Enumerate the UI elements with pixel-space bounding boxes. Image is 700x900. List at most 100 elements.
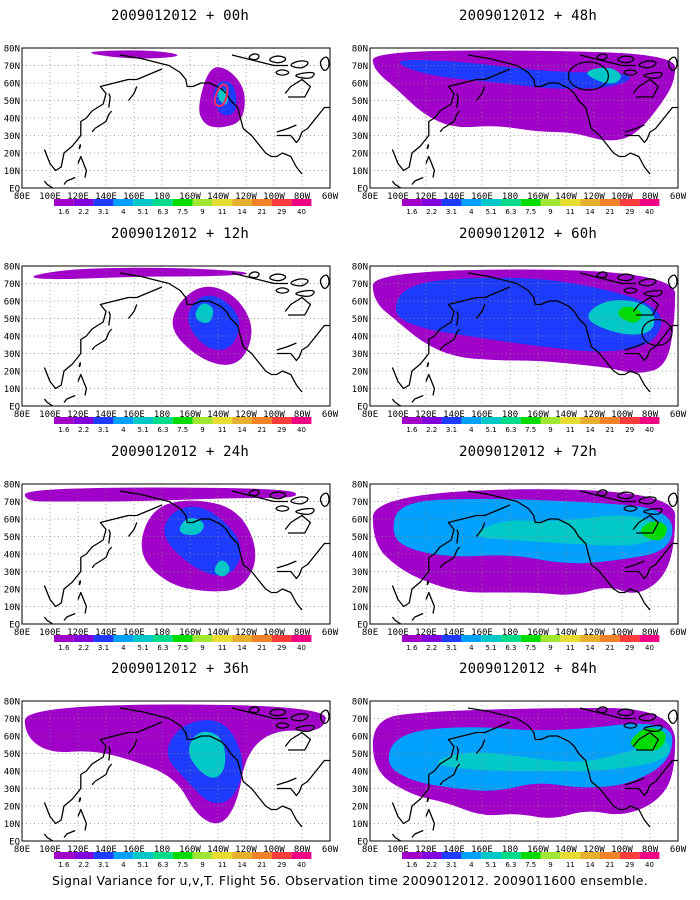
colorbar-label: 2.2 bbox=[78, 208, 89, 216]
lon-tick-label: 80E bbox=[14, 628, 30, 638]
colorbar-label: 14 bbox=[238, 861, 247, 869]
colorbar-swatch bbox=[580, 635, 600, 642]
lon-tick-label: 160E bbox=[123, 410, 145, 420]
colorbar-swatch bbox=[639, 417, 660, 424]
colorbar-swatch bbox=[441, 199, 462, 206]
variance-map: EQ 10N 20N 30N 40N 50N 60N 70N 80N 80E 100E 120E 140… bbox=[4, 698, 339, 870]
colorbar-swatch bbox=[540, 852, 561, 859]
colorbar-label: 29 bbox=[277, 426, 286, 434]
colorbar-swatch bbox=[560, 635, 581, 642]
lon-tick-label: 60W bbox=[322, 845, 339, 855]
colorbar: 1.6 2.2 3.1 4 5.1 6.3 7.5 9 11 14 21 29 40 bbox=[54, 635, 312, 652]
lat-tick-label: 10N bbox=[352, 603, 368, 613]
lon-tick-label: 80E bbox=[362, 628, 378, 638]
colorbar-label: 9 bbox=[200, 861, 204, 869]
figure-caption: Signal Variance for u,v,T. Flight 56. Ob… bbox=[51, 873, 649, 888]
colorbar-swatch bbox=[73, 635, 94, 642]
colorbar-label: 11 bbox=[218, 208, 227, 216]
colorbar-swatch bbox=[619, 417, 640, 424]
map-frame bbox=[21, 483, 331, 625]
colorbar-label: 1.6 bbox=[58, 426, 70, 434]
colorbar-swatch bbox=[600, 852, 620, 859]
variance-contour bbox=[400, 59, 630, 89]
colorbar-label: 21 bbox=[605, 426, 614, 434]
colorbar-label: 3.1 bbox=[98, 861, 109, 869]
colorbar-swatch bbox=[291, 635, 312, 642]
colorbar-swatch bbox=[73, 199, 94, 206]
colorbar-swatch bbox=[421, 635, 442, 642]
colorbar-swatch bbox=[54, 417, 74, 424]
lon-tick-label: 140W bbox=[207, 410, 229, 420]
lat-tick-label: 10N bbox=[4, 385, 20, 395]
lon-tick-label: 140W bbox=[207, 628, 229, 638]
colorbar-swatch bbox=[520, 417, 541, 424]
lon-tick-label: 80W bbox=[294, 628, 311, 638]
lon-tick-label: 160W bbox=[527, 845, 549, 855]
lat-tick-label: 30N bbox=[4, 350, 20, 360]
lat-tick-label: 70N bbox=[4, 715, 20, 725]
map-grid bbox=[22, 266, 330, 406]
colorbar-swatch bbox=[192, 852, 213, 859]
lon-tick-label: 120W bbox=[583, 410, 605, 420]
lon-tick-label: 100W bbox=[611, 845, 633, 855]
colorbar-swatch bbox=[402, 417, 422, 424]
lat-tick-label: 30N bbox=[4, 785, 20, 795]
lon-tick-label: 180 bbox=[154, 410, 170, 420]
colorbar-label: 1.6 bbox=[58, 861, 70, 869]
lat-tick-label: EQ bbox=[9, 403, 20, 413]
colorbar-label: 9 bbox=[548, 861, 552, 869]
lon-tick-label: 100E bbox=[39, 410, 61, 420]
lon-tick-label: 160W bbox=[527, 192, 549, 202]
lon-tick-label: 120W bbox=[583, 192, 605, 202]
lat-tick-label: EQ bbox=[9, 621, 20, 631]
variance-field bbox=[24, 487, 297, 592]
variance-contour bbox=[388, 723, 673, 791]
map-frame bbox=[369, 47, 679, 189]
coastlines bbox=[391, 271, 678, 406]
lon-tick-label: 80E bbox=[362, 410, 378, 420]
forecast-panel-24h: 2009012012 + 24h EQ 10N 20N 30N 40N 50N 60N 70N 8… bbox=[4, 444, 350, 656]
colorbar-label: 3.1 bbox=[446, 861, 457, 869]
lon-tick-label: 180 bbox=[502, 845, 518, 855]
lon-tick-label: 80E bbox=[362, 192, 378, 202]
colorbar-swatch bbox=[172, 417, 193, 424]
colorbar-label: 5.1 bbox=[486, 861, 497, 869]
colorbar-swatch bbox=[93, 635, 114, 642]
colorbar-label: 2.2 bbox=[78, 644, 89, 652]
colorbar-label: 5.1 bbox=[138, 426, 149, 434]
lat-tick-label: 80N bbox=[4, 263, 20, 273]
lon-tick-label: 120W bbox=[583, 628, 605, 638]
colorbar-label: 4 bbox=[121, 208, 126, 216]
lon-tick-label: 140W bbox=[555, 628, 577, 638]
colorbar-swatch bbox=[212, 417, 233, 424]
lat-tick-label: EQ bbox=[9, 838, 20, 848]
colorbar-swatch bbox=[291, 417, 312, 424]
colorbar-swatch bbox=[619, 635, 640, 642]
map-frame bbox=[369, 265, 679, 407]
colorbar-label: 14 bbox=[586, 644, 595, 652]
lon-tick-label: 80W bbox=[642, 628, 659, 638]
colorbar-swatch bbox=[481, 199, 501, 206]
lon-tick-label: 140W bbox=[555, 410, 577, 420]
lon-tick-label: 60W bbox=[670, 628, 687, 638]
colorbar-label: 4 bbox=[469, 426, 474, 434]
colorbar-swatch bbox=[113, 199, 134, 206]
coastlines bbox=[43, 706, 330, 841]
lon-tick-label: 140E bbox=[95, 192, 117, 202]
map-grid bbox=[370, 48, 678, 188]
colorbar-swatch bbox=[402, 852, 422, 859]
colorbar-swatch bbox=[461, 417, 482, 424]
colorbar-label: 9 bbox=[200, 208, 204, 216]
colorbar-swatch bbox=[73, 852, 94, 859]
lat-tick-label: 10N bbox=[4, 820, 20, 830]
colorbar: 1.6 2.2 3.1 4 5.1 6.3 7.5 9 11 14 21 29 40 bbox=[54, 852, 312, 869]
lon-tick-label: 60W bbox=[670, 845, 687, 855]
colorbar-label: 1.6 bbox=[406, 208, 418, 216]
colorbar-label: 11 bbox=[566, 644, 575, 652]
colorbar-label: 40 bbox=[645, 208, 654, 216]
lat-tick-label: 60N bbox=[4, 298, 20, 308]
lat-tick-label: 60N bbox=[4, 733, 20, 743]
lat-tick-label: 80N bbox=[352, 698, 368, 708]
lon-tick-label: 140E bbox=[443, 410, 465, 420]
variance-map: EQ 10N 20N 30N 40N 50N 60N 70N 80N 80E 100E 120E 140… bbox=[352, 263, 687, 435]
